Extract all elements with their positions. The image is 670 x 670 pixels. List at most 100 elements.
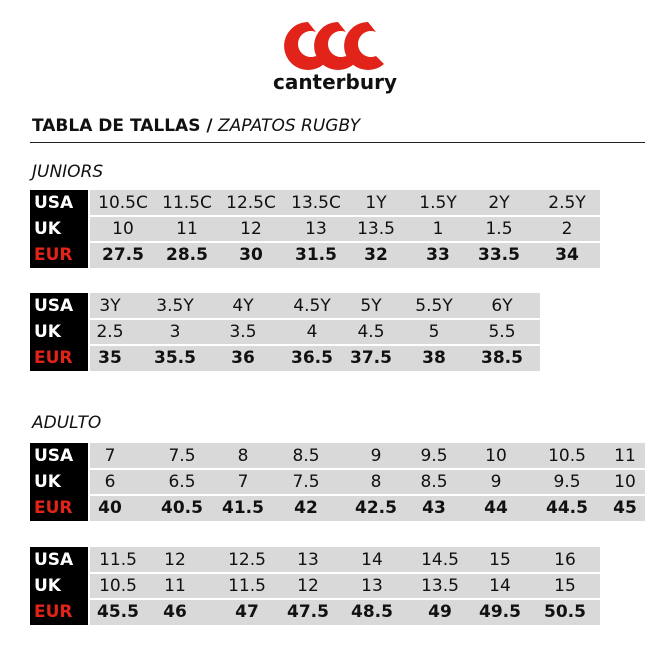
size-cell: 12.5C [226,193,276,213]
size-cell: 4Y [232,296,254,316]
size-cell: 16 [554,550,576,570]
size-cell: 1Y [365,193,387,213]
size-cell: 38 [422,348,446,368]
size-cell: 2 [561,219,573,239]
size-cell: 37.5 [350,348,392,368]
size-cell: 38.5 [481,348,523,368]
size-cell: 32 [364,245,388,265]
size-cell: 3.5Y [156,296,194,316]
size-cell: 1.5Y [419,193,457,213]
size-cell: 40.5 [161,498,203,518]
size-cell: 13 [361,576,383,596]
size-cell: 12 [297,576,319,596]
size-cell: 36.5 [291,348,333,368]
size-cell: 11 [164,576,186,596]
size-cell: 8.5 [420,472,448,492]
row-label: USA [34,296,74,316]
size-cell: 48.5 [351,602,393,622]
size-cell: 34 [555,245,579,265]
size-cell: 1.5 [485,219,513,239]
size-cell: 46 [163,602,187,622]
brand-name: canterbury [272,70,398,94]
size-cell: 10.5 [99,576,137,596]
row-separator [90,241,600,243]
row-label: USA [34,446,74,466]
title-bold: TABLA DE TALLAS / [32,116,213,136]
size-cell: 33 [426,245,450,265]
size-cell: 6Y [491,296,513,316]
table-body [90,190,600,268]
size-cell: 5Y [360,296,382,316]
label-block [30,443,88,521]
size-cell: 36 [231,348,255,368]
size-cell: 6.5 [168,472,196,492]
size-cell: 10.5C [98,193,148,213]
size-cell: 7.5 [292,472,320,492]
section-title: JUNIORS [32,162,104,182]
size-cell: 49.5 [479,602,521,622]
size-cell: 31.5 [295,245,337,265]
row-label: USA [34,550,74,570]
size-cell: 15 [554,576,576,596]
size-cell: 14 [361,550,383,570]
size-cell: 13 [297,550,319,570]
size-cell: 13.5 [357,219,395,239]
size-cell: 8 [370,472,382,492]
row-label: EUR [34,498,73,518]
size-cell: 47 [235,602,259,622]
size-cell: 4.5 [357,322,385,342]
title-italic: ZAPATOS RUGBY [217,116,361,136]
size-cell: 11 [614,446,636,466]
size-cell: 14 [489,576,511,596]
size-cell: 30 [239,245,263,265]
size-cell: 9 [490,472,502,492]
table-body [90,293,540,371]
label-block [30,547,88,625]
size-cell: 5.5Y [415,296,453,316]
row-separator [90,215,600,217]
label-block [30,293,88,371]
size-cell: 11 [176,219,198,239]
size-cell: 5 [428,322,440,342]
size-cell: 9 [370,446,382,466]
size-cell: 3Y [99,296,121,316]
size-cell: 47.5 [287,602,329,622]
size-cell: 8 [237,446,249,466]
size-cell: 42.5 [355,498,397,518]
size-cell: 10 [614,472,636,492]
size-cell: 13.5C [291,193,341,213]
row-label: UK [34,219,61,239]
size-cell: 13 [305,219,327,239]
label-block [30,190,88,268]
table-body [90,547,600,625]
size-cell: 4.5Y [293,296,331,316]
row-label: EUR [34,245,73,265]
size-cell: 6 [104,472,116,492]
size-cell: 7 [237,472,249,492]
size-cell: 43 [422,498,446,518]
row-separator [90,344,540,346]
size-cell: 8.5 [292,446,320,466]
size-cell: 12 [164,550,186,570]
size-cell: 33.5 [478,245,520,265]
size-cell: 1 [432,219,444,239]
size-cell: 44.5 [546,498,588,518]
size-cell: 11.5 [228,576,266,596]
page-title: TABLA DE TALLAS / ZAPATOS RUGBY [32,116,360,136]
size-cell: 2.5Y [548,193,586,213]
size-cell: 5.5 [488,322,516,342]
size-cell: 35 [98,348,122,368]
size-cell: 2.5 [96,322,124,342]
row-separator [90,318,540,320]
size-cell: 50.5 [544,602,586,622]
size-cell: 12.5 [228,550,266,570]
row-label: UK [34,472,61,492]
size-cell: 7.5 [168,446,196,466]
size-cell: 10 [112,219,134,239]
size-cell: 10.5 [548,446,586,466]
size-cell: 49 [428,602,452,622]
size-cell: 27.5 [102,245,144,265]
size-cell: 13.5 [421,576,459,596]
row-separator [90,468,645,470]
